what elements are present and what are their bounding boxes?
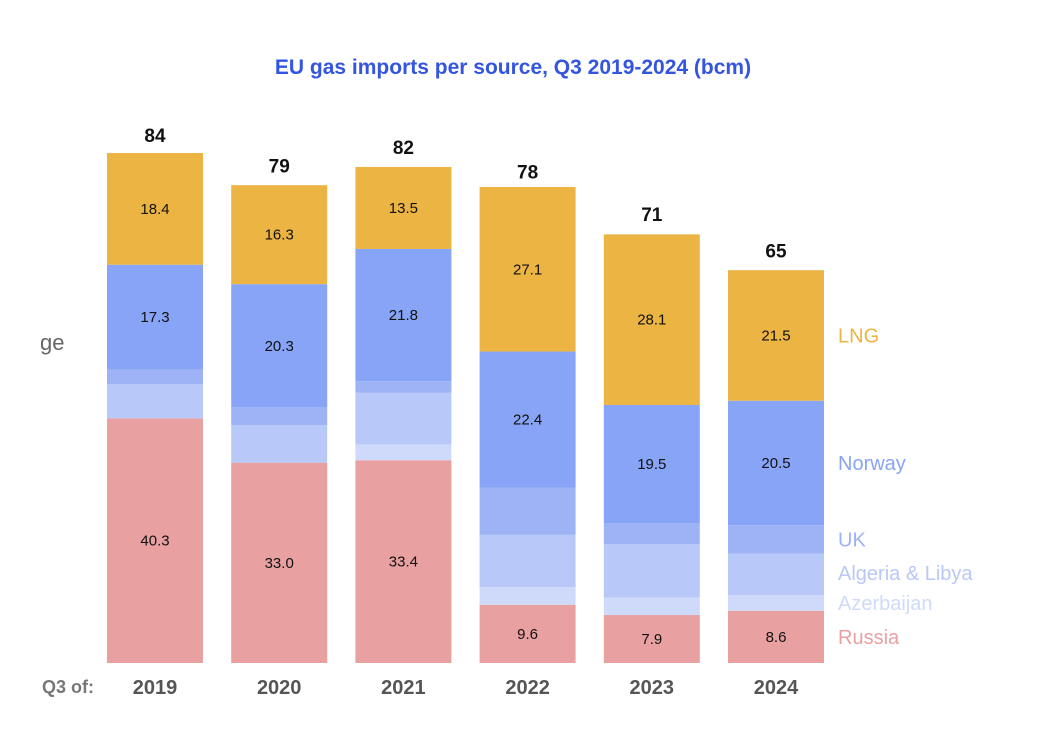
- data-label: 22.4: [513, 412, 542, 429]
- bar-segment-russia-2021: [355, 460, 452, 663]
- bar-segment-uk-2019: [107, 369, 203, 385]
- data-label: 27.1: [513, 261, 542, 278]
- data-label: 33.0: [265, 555, 294, 572]
- data-label: 28.1: [637, 312, 666, 329]
- x-tick-label: 2024: [754, 677, 799, 699]
- bars-group: 40.3 17.3 18.4 84 2019 33.0 20.3 16.3 79 2020 33.4…: [107, 126, 824, 699]
- bar-total-label: 79: [269, 156, 290, 177]
- data-label: 40.3: [140, 533, 169, 550]
- data-label: 20.5: [761, 455, 790, 472]
- bar-segment-norway-2020: [231, 284, 328, 408]
- data-label: 20.3: [265, 338, 294, 355]
- x-axis-prefix: Q3 of:: [42, 677, 94, 697]
- cutoff-axis-label: ge: [40, 330, 64, 355]
- bar-segment-russia-2019: [107, 418, 203, 663]
- data-label: 19.5: [637, 456, 666, 473]
- bar-total-label: 65: [765, 241, 787, 262]
- bar-segment-algeria-libya-2024: [728, 553, 824, 595]
- data-label: 18.4: [140, 201, 169, 218]
- bar-segment-russia-2020: [231, 462, 328, 663]
- bar-segment-norway-2019: [107, 264, 203, 370]
- legend-item-uk: UK: [838, 529, 866, 551]
- data-label: 7.9: [641, 631, 662, 648]
- bar-total-label: 71: [641, 205, 663, 226]
- bar-segment-lng-2020: [231, 185, 328, 285]
- bar-segment-norway-2024: [728, 400, 824, 526]
- x-tick-label: 2021: [381, 677, 426, 699]
- bar-segment-algeria-libya-2023: [603, 544, 700, 598]
- bar-segment-lng-2022: [479, 187, 576, 352]
- bar-segment-norway-2022: [479, 351, 576, 488]
- bar-segment-azerbaijan-2021: [355, 444, 452, 461]
- bar-segment-uk-2023: [603, 523, 700, 544]
- bar-segment-uk-2022: [479, 487, 576, 535]
- bar-segment-lng-2024: [728, 270, 824, 401]
- data-label: 21.5: [761, 327, 790, 344]
- legend-item-algeria-libya: Algeria & Libya: [838, 563, 973, 585]
- data-label: 13.5: [389, 200, 418, 217]
- bar-segment-azerbaijan-2022: [479, 587, 576, 605]
- data-label: 33.4: [389, 554, 418, 571]
- bar-segment-lng-2019: [107, 153, 203, 265]
- bar-segment-algeria-libya-2021: [355, 392, 452, 445]
- bar-segment-algeria-libya-2019: [107, 384, 203, 419]
- bar-segment-lng-2023: [603, 234, 700, 405]
- legend-item-russia: Russia: [838, 627, 900, 649]
- data-label: 17.3: [140, 309, 169, 326]
- bar-segment-algeria-libya-2022: [479, 534, 576, 588]
- x-tick-label: 2020: [257, 677, 302, 699]
- bar-segment-uk-2024: [728, 525, 824, 554]
- bar-segment-russia-2023: [603, 615, 700, 663]
- chart-title: EU gas imports per source, Q3 2019-2024 …: [275, 56, 751, 79]
- bar-segment-azerbaijan-2023: [603, 597, 700, 616]
- data-label: 21.8: [389, 307, 418, 324]
- x-tick-label: 2019: [133, 677, 178, 699]
- bar-segment-russia-2022: [479, 604, 576, 663]
- data-label: 9.6: [517, 626, 538, 643]
- bar-total-label: 84: [144, 126, 166, 147]
- legend: Russia Azerbaijan Algeria & Libya UK Norway L…: [838, 325, 973, 648]
- bar-segment-russia-2024: [728, 610, 824, 663]
- legend-item-norway: Norway: [838, 453, 906, 475]
- data-label: 8.6: [766, 629, 787, 646]
- bar-segment-norway-2023: [603, 404, 700, 524]
- bar-segment-algeria-libya-2020: [231, 425, 328, 463]
- bar-total-label: 82: [393, 138, 414, 159]
- x-tick-label: 2023: [630, 677, 675, 699]
- bar-total-label: 78: [517, 162, 538, 183]
- bar-segment-norway-2021: [355, 248, 452, 382]
- legend-item-lng: LNG: [838, 325, 879, 347]
- bar-segment-azerbaijan-2024: [728, 595, 824, 611]
- legend-item-azerbaijan: Azerbaijan: [838, 593, 933, 615]
- bar-segment-lng-2021: [355, 166, 452, 249]
- x-tick-label: 2022: [505, 677, 550, 699]
- data-label: 16.3: [265, 227, 294, 244]
- bar-segment-uk-2020: [231, 407, 328, 425]
- bar-segment-uk-2021: [355, 381, 452, 393]
